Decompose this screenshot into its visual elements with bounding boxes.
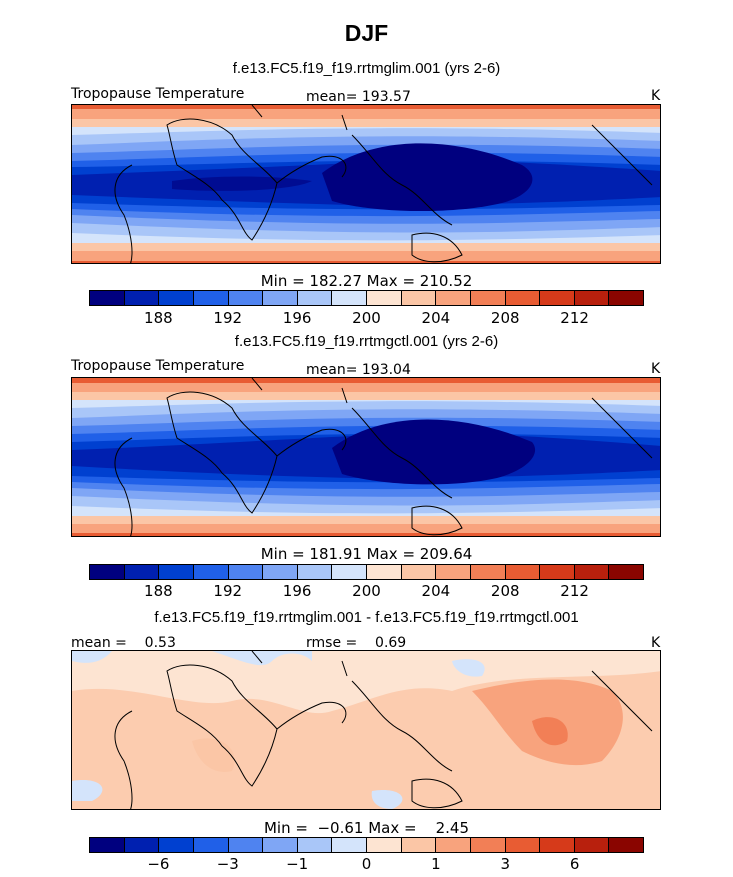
panel1-map (71, 104, 661, 264)
panel1-mean-label: mean= 193.57 (306, 89, 411, 105)
tick: −1 (286, 855, 309, 873)
page-title: DJF (344, 20, 389, 46)
tick: 200 (352, 582, 381, 600)
panel2-map (71, 377, 661, 537)
panel1-units-label: K (651, 88, 661, 104)
panel3-minmax: Min = −0.61 Max = 2.45 (263, 819, 470, 837)
tick: 188 (144, 309, 173, 327)
panel2-colorbar-ticks: 188 192 196 200 204 208 212 (89, 582, 644, 602)
panel1-subtitle: f.e13.FC5.f19_f19.rrtmglim.001 (yrs 2-6) (232, 60, 501, 77)
panel3-mean-label: mean = 0.53 (71, 635, 176, 651)
tick: 6 (569, 855, 580, 873)
panel1-minmax: Min = 182.27 Max = 210.52 (260, 272, 473, 290)
tick: 188 (144, 582, 173, 600)
panel2-variable-label: Tropopause Temperature (71, 358, 245, 374)
panel2-units-label: K (651, 361, 661, 377)
tick: −3 (216, 855, 239, 873)
tick: 208 (490, 309, 520, 327)
tick: 200 (352, 309, 381, 327)
tick: 212 (560, 309, 589, 327)
panel3-subtitle: f.e13.FC5.f19_f19.rrtmglim.001 - f.e13.F… (154, 609, 579, 626)
panel2-minmax: Min = 181.91 Max = 209.64 (260, 545, 473, 563)
tick: 204 (421, 309, 451, 327)
panel3-rmse-label: rmse = 0.69 (306, 635, 407, 651)
panel2-colorbar (89, 564, 644, 580)
panel3-map-svg (72, 651, 660, 809)
panel1-map-svg (72, 105, 660, 263)
panel1-colorbar (89, 290, 644, 306)
tick: 212 (560, 582, 589, 600)
tick: 3 (500, 855, 511, 873)
tick: 208 (490, 582, 520, 600)
panel1-colorbar-ticks: 188 192 196 200 204 208 212 (89, 309, 644, 329)
tick: 196 (282, 309, 312, 327)
panel3-map (71, 650, 661, 810)
panel3-colorbar (89, 837, 644, 853)
panel3-units-label: K (651, 635, 661, 651)
tick: 1 (431, 855, 441, 873)
panel3-colorbar-ticks: −6 −3 −1 0 1 3 6 (89, 855, 644, 875)
tick: 192 (213, 309, 243, 327)
tick: 196 (282, 582, 312, 600)
panel2-map-svg (72, 378, 660, 536)
tick: −6 (147, 855, 170, 873)
tick: 192 (213, 582, 243, 600)
panel2-mean-label: mean= 193.04 (306, 362, 411, 378)
tick: 0 (361, 855, 372, 873)
panel2-subtitle: f.e13.FC5.f19_f19.rrtmgctl.001 (yrs 2-6) (234, 333, 499, 350)
panel1-variable-label: Tropopause Temperature (71, 86, 245, 102)
tick: 204 (421, 582, 451, 600)
